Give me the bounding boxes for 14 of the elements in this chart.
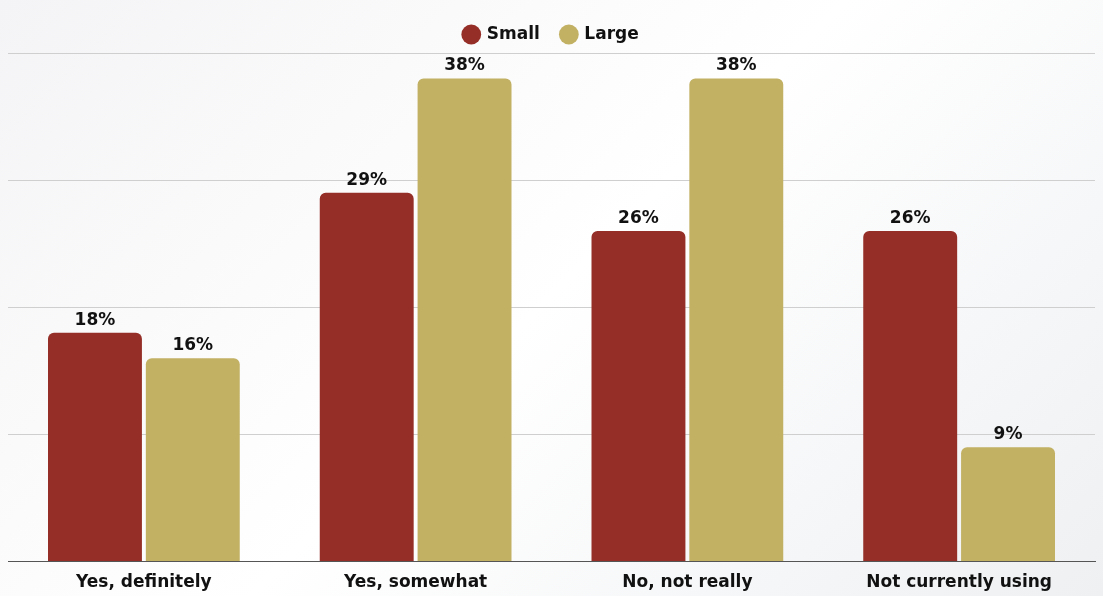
data-label: 29% <box>346 168 388 189</box>
data-label: 18% <box>74 308 116 329</box>
data-label: 38% <box>444 54 485 75</box>
data-label: 26% <box>618 206 659 227</box>
data-label: 9% <box>993 423 1023 444</box>
legend-label: Small <box>486 22 540 43</box>
data-label: 38% <box>715 54 757 75</box>
x-tick-label: Yes, definitely <box>75 571 212 592</box>
x-tick-label: Not currently using <box>866 571 1053 592</box>
legend-label: Large <box>584 22 639 43</box>
data-label: 16% <box>172 334 214 355</box>
x-tick-label: No, not really <box>622 571 753 592</box>
x-tick-label: Yes, somewhat <box>343 571 488 592</box>
data-label: 26% <box>889 206 931 227</box>
